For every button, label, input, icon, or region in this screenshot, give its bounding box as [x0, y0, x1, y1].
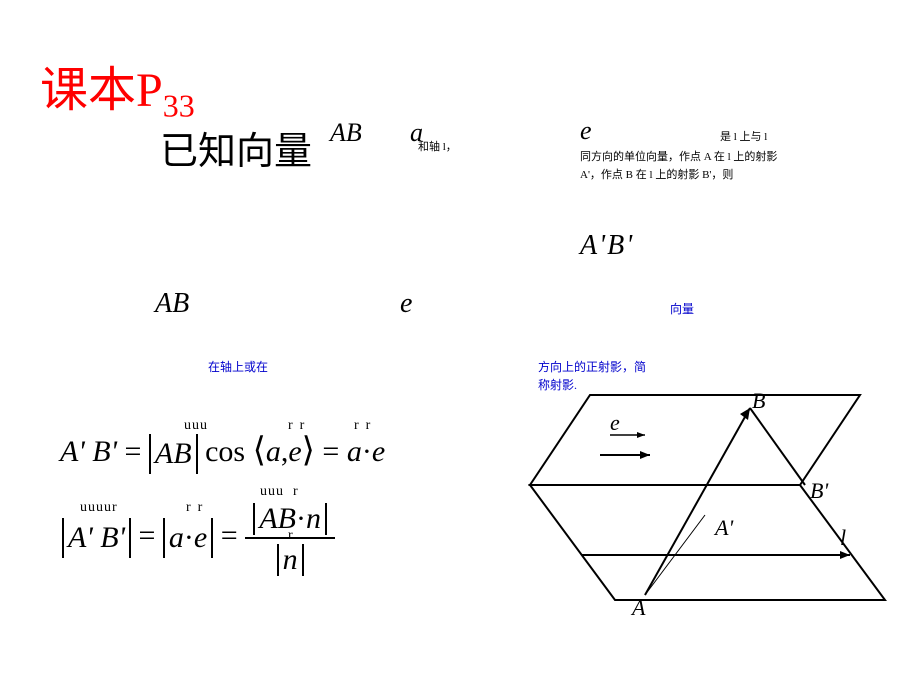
f1-e2: e [372, 435, 385, 468]
f2-ab: AB [259, 502, 296, 535]
frag-e-top: e [580, 116, 592, 146]
formula-2: A' B' = a·e = AB·n n [62, 500, 335, 576]
f2-a: a [169, 521, 184, 554]
f1-lhs: A' B' [60, 435, 124, 468]
f2-n: n [306, 502, 321, 535]
f2-n2: n [283, 543, 298, 576]
diag-B: B [752, 388, 765, 413]
desc2: 同方向的单位向量，作点 A 在 l 上的射影 [580, 148, 777, 164]
known-vector-label: 已知向量 [160, 120, 312, 175]
f1-eq2: = [322, 435, 339, 468]
blue-vec: 向量 [670, 300, 694, 317]
f2-apbp: A' B' [68, 521, 125, 554]
f2-eq2: = [221, 519, 238, 552]
blue-right: 方向上的正射影，简 [538, 358, 646, 375]
axis-l: 和轴 l， [418, 138, 457, 154]
blue-left: 在轴上或在 [208, 358, 268, 375]
frag-apbp: A'B' [580, 230, 634, 262]
f1-a: a [266, 435, 281, 468]
page-title: 课本P33 [40, 50, 195, 125]
diag-Bp: B' [810, 478, 828, 503]
projection-diagram: B B' A' A l e [490, 380, 890, 630]
desc3: A'，作点 B 在 l 上的射影 B'，则 [580, 166, 733, 182]
f2-eq1: = [138, 519, 155, 552]
diag-l: l [840, 525, 846, 550]
diag-e: e [610, 410, 620, 435]
f1-eq1: = [124, 435, 141, 468]
frag-e-mid: e [400, 288, 412, 320]
f1-dot: · [362, 435, 372, 468]
desc1: 是 l 上与 l [720, 128, 767, 144]
f1-e: e [288, 435, 301, 468]
diag-A: A [630, 595, 646, 620]
diag-Ap: A' [713, 515, 733, 540]
formula-1: A' B' = AB cos ⟨a,e⟩ = a·e [60, 430, 385, 474]
title-sub: 33 [163, 88, 195, 124]
frag-ab-mid: AB [155, 288, 189, 320]
f1-ab: AB [155, 437, 192, 470]
frag-ab-top: AB [330, 118, 362, 148]
f2-e: e [194, 521, 207, 554]
f1-cos: cos [205, 435, 245, 468]
title-main: 课本P [40, 64, 163, 117]
f1-a2: a [347, 435, 362, 468]
